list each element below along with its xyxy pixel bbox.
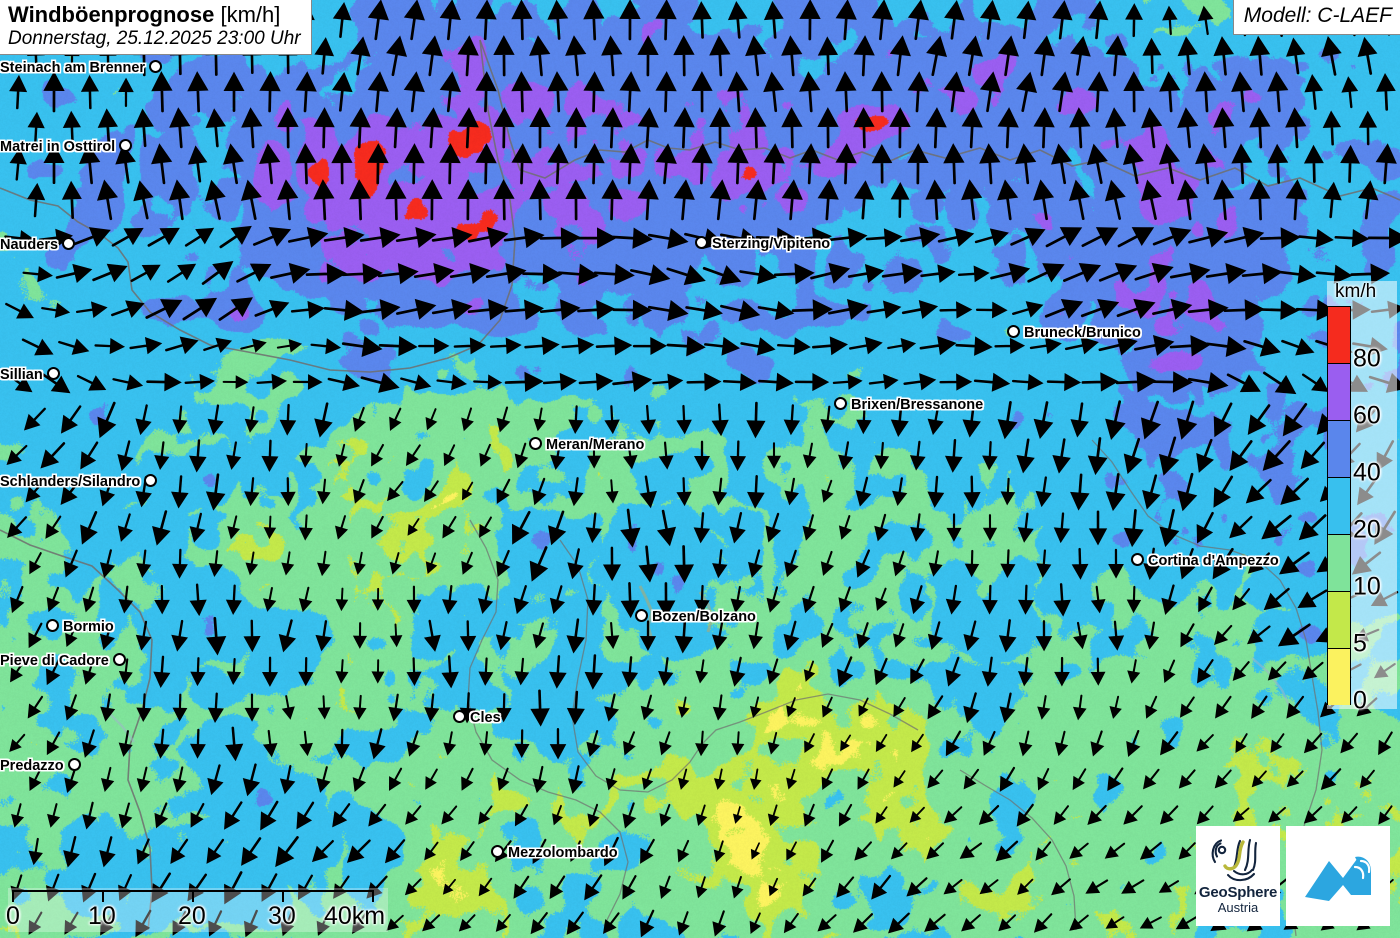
city-dot-icon bbox=[119, 139, 133, 152]
legend-tick-0: 0 bbox=[1353, 686, 1367, 715]
city-dot-icon bbox=[67, 758, 81, 771]
city-dot-icon bbox=[144, 474, 158, 487]
scale-tick-mark bbox=[192, 890, 194, 902]
city-marker: Predazzo bbox=[0, 757, 815, 775]
scale-tick-label: 40km bbox=[324, 902, 386, 930]
legend-tick-10: 10 bbox=[1353, 572, 1381, 601]
legend-tick-20: 20 bbox=[1353, 515, 1381, 544]
city-dot-icon bbox=[112, 653, 126, 666]
model-label: Modell: C-LAEF bbox=[1243, 4, 1392, 27]
city-marker: Steinach am Brenner bbox=[0, 59, 732, 77]
city-marker: Schlanders/Silandro bbox=[0, 473, 308, 491]
city-marker: Bozen/Bolzano bbox=[635, 608, 756, 626]
city-label: Bozen/Bolzano bbox=[652, 609, 756, 625]
legend-band-5 bbox=[1327, 591, 1351, 648]
city-dot-icon bbox=[529, 437, 542, 450]
title-box: Windböenprognose [km/h] Donnerstag, 25.1… bbox=[0, 0, 312, 55]
geosphere-austria-logo: GeoSphere Austria bbox=[1196, 826, 1280, 926]
scale-tick-label: 20 bbox=[178, 902, 206, 930]
legend-band-60 bbox=[1327, 363, 1351, 420]
city-label: Bruneck/Brunico bbox=[1024, 325, 1141, 341]
geosphere-mark-icon bbox=[1211, 838, 1258, 881]
page-title: Windböenprognose bbox=[8, 2, 215, 27]
scale-tick-mark bbox=[12, 890, 14, 902]
title-unit: [km/h] bbox=[220, 2, 281, 27]
scale-tick-label: 0 bbox=[6, 902, 20, 930]
scale-tick-label: 30 bbox=[268, 902, 296, 930]
city-dot-icon bbox=[1007, 325, 1020, 338]
legend-tick-40: 40 bbox=[1353, 458, 1381, 487]
city-label: Sterzing/Vipiteno bbox=[712, 236, 831, 252]
city-marker: Sterzing/Vipiteno bbox=[695, 235, 830, 253]
legend-colorbar: km/h 80 60 40 20 10 5 0 bbox=[1327, 281, 1397, 715]
legend-tick-labels: 80 60 40 20 10 5 0 bbox=[1353, 306, 1399, 715]
city-dot-icon bbox=[635, 609, 648, 622]
geosphere-label-line2: Austria bbox=[1217, 899, 1259, 915]
city-dot-icon bbox=[62, 237, 76, 250]
city-label: Schlanders/Silandro bbox=[0, 474, 141, 490]
scale-bar: 0 10 20 30 40km bbox=[6, 888, 388, 932]
city-dot-icon bbox=[46, 619, 59, 632]
city-marker: Cles bbox=[453, 709, 501, 727]
city-marker: Cortina d'Ampezzo bbox=[1131, 552, 1279, 570]
city-label: Meran/Merano bbox=[546, 437, 645, 453]
legend-band-40 bbox=[1327, 420, 1351, 477]
city-dot-icon bbox=[149, 60, 163, 73]
scale-bar-labels: 0 10 20 30 40km bbox=[6, 902, 386, 932]
city-label: Cles bbox=[470, 710, 501, 726]
model-box: Modell: C-LAEF bbox=[1232, 0, 1400, 35]
city-label: Mezzolombardo bbox=[508, 845, 618, 861]
city-marker: Matrei in Osttirol bbox=[0, 138, 1392, 156]
city-dot-icon bbox=[491, 845, 504, 858]
legend-tick-5: 5 bbox=[1353, 629, 1367, 658]
legend-band-10 bbox=[1327, 534, 1351, 591]
legend-band-80 bbox=[1327, 306, 1351, 363]
city-label: Cortina d'Ampezzo bbox=[1148, 553, 1279, 569]
city-label: Nauders bbox=[0, 237, 59, 253]
mountain-arrow-icon bbox=[1305, 856, 1371, 901]
legend-unit-label: km/h bbox=[1335, 281, 1377, 302]
scale-tick-label: 10 bbox=[88, 902, 116, 930]
city-label: Matrei in Osttirol bbox=[0, 139, 116, 155]
scale-tick-mark bbox=[372, 890, 374, 902]
legend-color-strip: 80 60 40 20 10 5 0 bbox=[1327, 306, 1381, 715]
city-marker: Meran/Merano bbox=[529, 436, 644, 454]
city-marker: Sillian bbox=[0, 366, 1313, 384]
city-marker: Bormio bbox=[46, 618, 114, 636]
city-label: Pieve di Cadore bbox=[0, 653, 109, 669]
city-dot-icon bbox=[695, 236, 708, 249]
city-marker: Mezzolombardo bbox=[491, 844, 618, 862]
legend-tick-60: 60 bbox=[1353, 401, 1381, 430]
scale-tick-mark bbox=[282, 890, 284, 902]
city-label: Steinach am Brenner bbox=[0, 60, 146, 76]
title-line: Windböenprognose [km/h] bbox=[8, 2, 301, 28]
city-dot-icon bbox=[46, 367, 60, 380]
geosphere-label-line1: GeoSphere bbox=[1198, 883, 1278, 901]
forecast-timestamp: Donnerstag, 25.12.2025 23:00 Uhr bbox=[8, 27, 301, 49]
city-label: Bormio bbox=[63, 619, 114, 635]
legend-tick-80: 80 bbox=[1353, 344, 1381, 373]
legend-band-0 bbox=[1327, 648, 1351, 705]
partner-logo bbox=[1286, 826, 1390, 926]
city-marker: Brixen/Bressanone bbox=[834, 396, 983, 414]
city-label: Sillian bbox=[0, 367, 43, 383]
city-label: Brixen/Bressanone bbox=[851, 397, 984, 413]
city-dot-icon bbox=[453, 710, 466, 723]
city-label: Predazzo bbox=[0, 758, 64, 774]
scale-bar-rule bbox=[12, 890, 374, 902]
city-dot-icon bbox=[834, 397, 847, 410]
city-marker: Pieve di Cadore bbox=[0, 652, 1291, 670]
city-marker: Bruneck/Brunico bbox=[1007, 324, 1141, 342]
legend-band-20 bbox=[1327, 477, 1351, 534]
scale-tick-mark bbox=[102, 890, 104, 902]
city-marker: Nauders bbox=[0, 236, 141, 254]
city-dot-icon bbox=[1131, 553, 1144, 566]
